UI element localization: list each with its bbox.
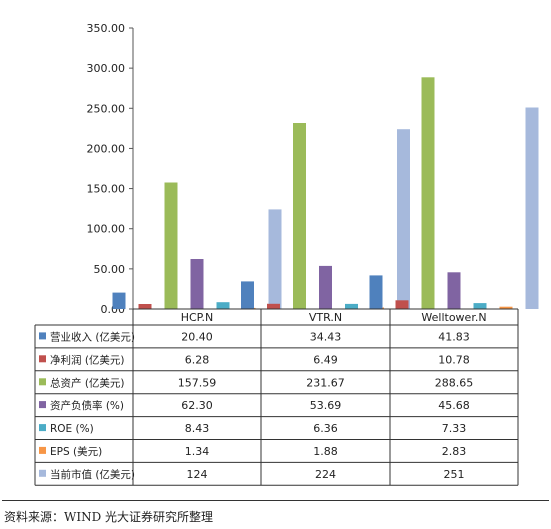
series-label: 资产负债率 (%)	[50, 399, 124, 412]
y-tick-label: 250.00	[87, 102, 126, 115]
data-label: 288.65	[435, 376, 474, 389]
category-label: Welltower.N	[421, 311, 486, 324]
data-label: 1.34	[185, 445, 210, 458]
data-label: 53.69	[310, 399, 342, 412]
bar	[241, 281, 254, 309]
legend-swatch	[39, 355, 46, 363]
bar	[473, 303, 487, 309]
bar	[525, 107, 539, 309]
y-tick-label: 100.00	[87, 223, 126, 236]
bar	[369, 275, 383, 309]
data-label: 124	[187, 468, 208, 481]
data-label: 6.28	[185, 353, 210, 366]
bar	[164, 182, 178, 309]
data-label: 7.33	[442, 422, 467, 435]
series-label: ROE (%)	[50, 423, 94, 435]
bar	[267, 303, 280, 309]
data-label: 6.49	[313, 353, 338, 366]
bar	[293, 123, 306, 309]
data-label: 62.30	[181, 399, 213, 412]
source-note: 资料来源：WIND 光大证券研究所整理	[4, 510, 214, 524]
data-label: 41.83	[438, 330, 470, 343]
bar	[190, 259, 204, 309]
bar	[216, 302, 230, 309]
series-label: 营业收入 (亿美元)	[50, 330, 135, 343]
legend-swatch	[39, 378, 46, 386]
bar	[268, 209, 282, 309]
data-label: 157.59	[178, 376, 217, 389]
data-label: 1.88	[313, 445, 338, 458]
footer-rule	[2, 500, 549, 501]
bar	[138, 304, 152, 309]
data-label: 34.43	[310, 330, 342, 343]
y-tick-label: 150.00	[87, 183, 126, 196]
y-tick-label: 350.00	[87, 22, 126, 35]
data-label: 45.68	[438, 399, 470, 412]
series-label: 当前市值 (亿美元)	[50, 468, 135, 481]
data-label: 2.83	[442, 445, 467, 458]
bar	[421, 77, 435, 309]
data-label: 231.67	[306, 376, 345, 389]
category-label: VTR.N	[309, 311, 342, 324]
series-label: 净利润 (亿美元)	[50, 353, 125, 366]
data-label: 224	[315, 468, 336, 481]
chart-bars	[112, 77, 539, 309]
bar	[447, 272, 461, 309]
data-label: 20.40	[181, 330, 213, 343]
legend-swatch	[39, 469, 46, 477]
y-tick-label: 50.00	[94, 263, 126, 276]
legend-swatch	[39, 401, 46, 409]
data-label: 8.43	[185, 422, 210, 435]
bar	[319, 265, 332, 309]
bar	[395, 300, 409, 309]
series-label: EPS (美元)	[50, 445, 102, 458]
bar	[345, 303, 358, 309]
y-tick-label: 200.00	[87, 142, 126, 155]
y-tick-label: 300.00	[87, 62, 126, 75]
series-label: 总资产 (亿美元)	[50, 376, 125, 389]
category-label: HCP.N	[181, 311, 214, 324]
data-label: 251	[444, 468, 465, 481]
legend-swatch	[39, 424, 46, 432]
bar	[112, 292, 126, 309]
chart-axes: 0.0050.00100.00150.00200.00250.00300.003…	[87, 22, 134, 316]
data-table: HCP.N VTR.N Welltower.N 营业收入 (亿美元) 20.40 34.4…	[34, 308, 519, 486]
legend-swatch	[39, 332, 46, 340]
data-label: 10.78	[438, 353, 470, 366]
bar	[397, 129, 410, 309]
legend-swatch	[39, 446, 46, 454]
bar	[499, 306, 513, 309]
data-label: 6.36	[313, 422, 338, 435]
